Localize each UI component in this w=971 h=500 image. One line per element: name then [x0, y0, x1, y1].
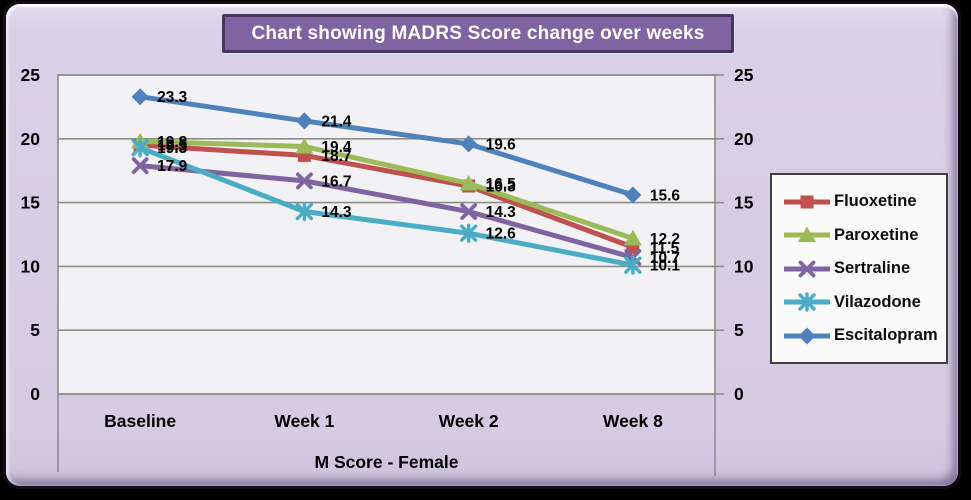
- data-point-marker-vilazodone: [459, 223, 478, 243]
- legend-item-sertraline: Sertraline: [783, 259, 942, 279]
- data-label-fluoxetine: 11.5: [650, 240, 680, 257]
- diamond-marker-icon: [784, 327, 830, 344]
- data-point-marker-escitalopram: [460, 135, 478, 153]
- triangle-marker-icon: [784, 226, 830, 242]
- legend-marker: [798, 260, 816, 277]
- y-tick-label-left: 20: [21, 129, 41, 149]
- y-tick-label-right: 10: [734, 256, 754, 276]
- legend-marker: [800, 195, 814, 208]
- series-line-paroxetine: [137, 138, 636, 241]
- data-label-fluoxetine: 16.3: [486, 179, 517, 196]
- legend-marker: [798, 327, 816, 344]
- legend-label: Fluoxetine: [834, 192, 917, 210]
- data-label-escitalopram: 23.3: [157, 89, 188, 106]
- legend-marker: [798, 292, 816, 312]
- chart-title-text: Chart showing MADRS Score change over we…: [251, 22, 705, 44]
- legend-item-fluoxetine: Fluoxetine: [783, 192, 942, 212]
- data-label-escitalopram: 19.6: [486, 136, 517, 153]
- x-category-label: Week 1: [274, 411, 334, 431]
- y-tick-label-left: 0: [30, 384, 40, 404]
- legend-label: Escitalopram: [834, 326, 938, 344]
- square-marker-icon: [784, 195, 830, 208]
- data-point-marker-sertraline: [295, 172, 313, 190]
- series-line-vilazodone: [137, 145, 636, 268]
- data-point-marker-escitalopram: [624, 186, 642, 204]
- data-point-marker-paroxetine: [295, 137, 314, 154]
- data-label-sertraline: 14.3: [486, 204, 517, 221]
- data-point-marker-escitalopram: [131, 88, 149, 106]
- data-point-marker-vilazodone: [295, 201, 314, 222]
- data-label-sertraline: 16.7: [321, 173, 351, 190]
- data-label-vilazodone: 14.3: [321, 204, 352, 221]
- legend-item-vilazodone: Vilazodone: [783, 292, 942, 312]
- data-label-sertraline: 17.9: [157, 158, 188, 175]
- data-label-sertraline: 10.7: [650, 250, 680, 267]
- legend-label: Sertraline: [834, 259, 911, 277]
- data-point-marker-vilazodone: [131, 138, 149, 158]
- asterisk-marker-icon: [784, 292, 830, 312]
- series-line-escitalopram: [137, 94, 636, 198]
- legend-label: Paroxetine: [834, 225, 919, 244]
- y-tick-label-right: 0: [734, 384, 744, 404]
- x-axis-title: M Score - Female: [315, 452, 459, 472]
- x-marker-icon: [784, 260, 830, 277]
- y-tick-label-right: 20: [734, 129, 754, 149]
- y-tick-label-right: 5: [734, 320, 744, 340]
- data-point-marker-sertraline: [131, 157, 149, 174]
- data-label-paroxetine: 16.5: [486, 176, 517, 193]
- y-tick-label-right: 15: [734, 193, 754, 213]
- data-point-marker-paroxetine: [459, 174, 478, 191]
- y-tick-label-left: 25: [21, 65, 41, 85]
- data-point-marker-escitalopram: [295, 112, 313, 130]
- legend: Fluoxetine Paroxetine Sertraline Vilazodone…: [770, 173, 948, 364]
- x-category-label: Week 8: [603, 411, 663, 431]
- series-line-sertraline: [137, 163, 636, 260]
- data-label-vilazodone: 12.6: [486, 226, 517, 243]
- series-line-fluoxetine: [137, 142, 636, 250]
- data-label-escitalopram: 21.4: [321, 113, 352, 130]
- legend-marker: [798, 226, 816, 242]
- data-label-vilazodone: 19.3: [157, 140, 188, 157]
- chart-title: Chart showing MADRS Score change over we…: [222, 14, 734, 53]
- data-label-paroxetine: 19.8: [157, 134, 188, 151]
- data-point-marker-sertraline: [460, 203, 478, 220]
- data-label-fluoxetine: 18.7: [321, 148, 351, 165]
- data-point-marker-paroxetine: [623, 229, 642, 246]
- x-category-label: Week 2: [439, 411, 499, 431]
- data-label-vilazodone: 10.1: [650, 258, 681, 275]
- y-tick-label-left: 10: [21, 256, 41, 276]
- legend-item-escitalopram: Escitalopram: [783, 326, 942, 346]
- legend-item-paroxetine: Paroxetine: [783, 225, 942, 245]
- data-label-paroxetine: 19.4: [321, 139, 352, 156]
- y-tick-label-left: 5: [30, 320, 40, 340]
- data-label-fluoxetine: 19.5: [157, 138, 188, 155]
- data-point-marker-vilazodone: [624, 255, 642, 275]
- y-tick-label-left: 15: [21, 193, 41, 213]
- data-label-paroxetine: 12.2: [650, 231, 680, 248]
- legend-label: Vilazodone: [834, 292, 921, 311]
- y-tick-label-right: 25: [734, 65, 754, 85]
- x-category-label: Baseline: [104, 411, 176, 431]
- data-label-escitalopram: 15.6: [650, 187, 681, 204]
